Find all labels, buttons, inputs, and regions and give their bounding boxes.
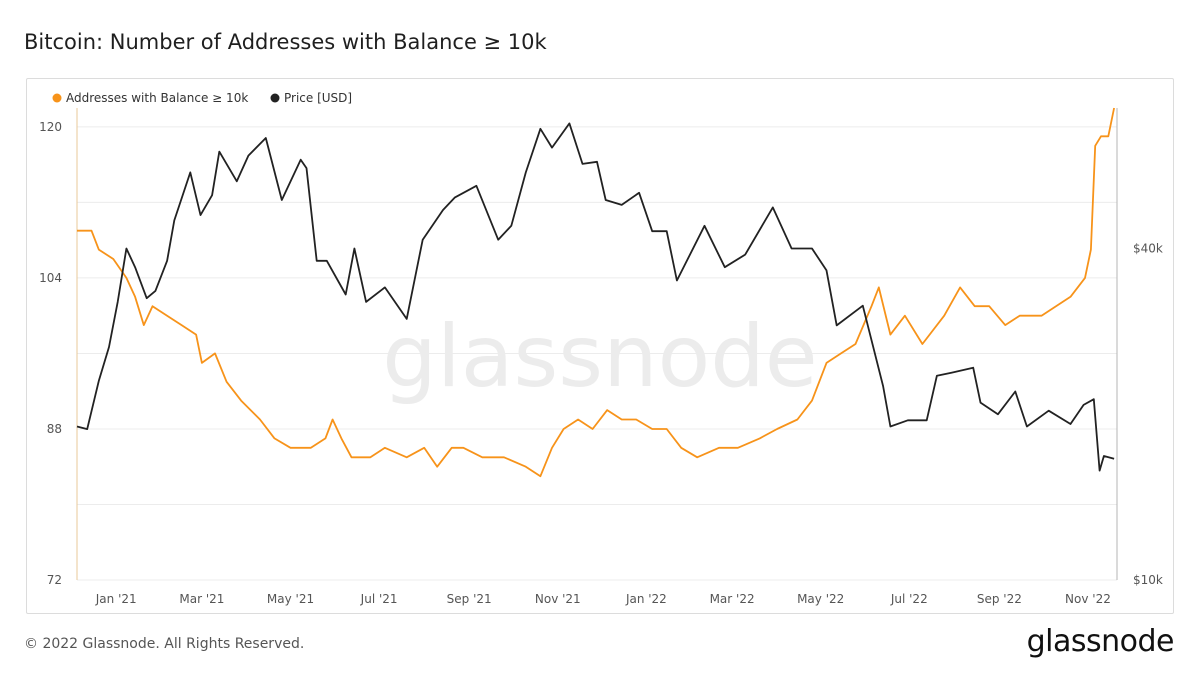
legend-label: Price [USD]: [284, 91, 352, 105]
x-tick-label: Jan '22: [625, 592, 667, 606]
watermark-text: glassnode: [382, 307, 817, 407]
legend-marker: [270, 93, 280, 103]
addresses-series-line: [77, 107, 1115, 478]
price-series-line: [76, 122, 1115, 472]
series-layer: [76, 107, 1115, 478]
axis-layer: 72 88 104 120 $10k $40k Jan '21 Mar '21 May '21 J…: [39, 120, 1163, 606]
x-tick-label: Nov '22: [1065, 592, 1111, 606]
y-right-tick-label: $40k: [1133, 242, 1163, 256]
legend-label: Addresses with Balance ≥ 10k: [66, 91, 248, 105]
x-tick-label: Jul '21: [360, 592, 398, 606]
legend-marker: [52, 93, 62, 103]
x-tick-label: Sep '22: [977, 592, 1022, 606]
copyright-text: © 2022 Glassnode. All Rights Reserved.: [24, 636, 305, 652]
chart-panel: [26, 78, 1174, 614]
y-left-tick-label: 120: [39, 120, 62, 134]
legend[interactable]: Addresses with Balance ≥ 10k Price [USD]: [52, 91, 353, 105]
grid-lines: [76, 108, 1118, 581]
x-tick-label: Jan '21: [95, 592, 137, 606]
x-tick-label: Mar '22: [710, 592, 755, 606]
x-tick-label: Jul '22: [890, 592, 928, 606]
x-tick-label: May '21: [267, 592, 314, 606]
brand-logo[interactable]: glassnode: [1026, 624, 1175, 659]
y-left-tick-label: 72: [47, 573, 62, 587]
x-tick-label: Sep '21: [447, 592, 492, 606]
x-tick-label: Mar '21: [179, 592, 224, 606]
y-left-tick-label: 104: [39, 271, 62, 285]
x-tick-label: May '22: [797, 592, 844, 606]
x-tick-label: Nov '21: [535, 592, 581, 606]
y-right-tick-label: $10k: [1133, 573, 1163, 587]
y-left-tick-label: 88: [47, 422, 62, 436]
chart-title: Bitcoin: Number of Addresses with Balanc…: [24, 30, 547, 54]
